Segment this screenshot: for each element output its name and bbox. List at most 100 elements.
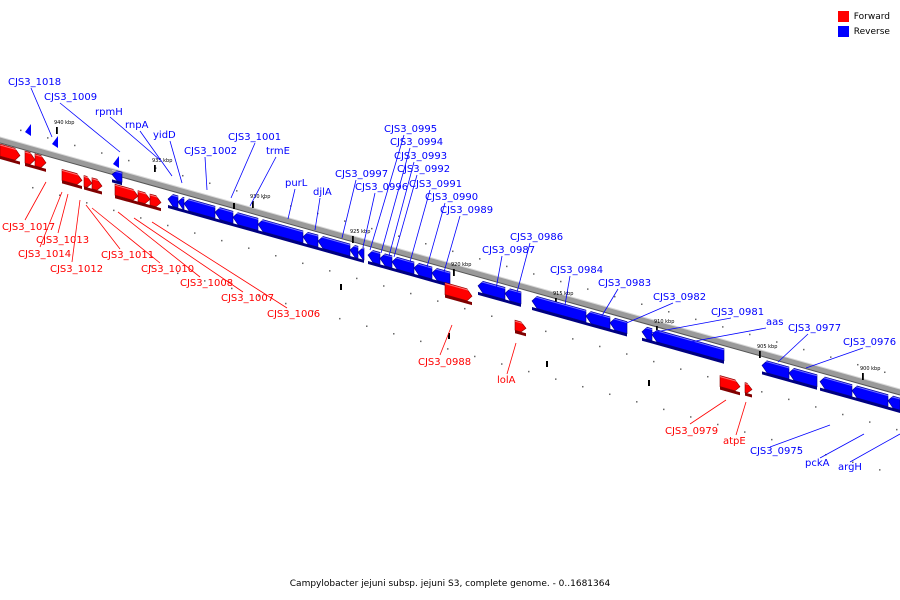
gene-purL[interactable] (257, 218, 304, 246)
gene-arrow (113, 156, 119, 168)
gene-CJS3_0993[interactable] (379, 252, 393, 271)
gene-label-group: CJS3_0990 (425, 192, 478, 268)
gene-label[interactable]: pckA (805, 458, 830, 469)
gene-label[interactable]: CJS3_0977 (788, 323, 841, 334)
gene-trmE[interactable] (232, 211, 259, 234)
gene-label[interactable]: trmE (266, 146, 290, 157)
gene-CJS3_0976[interactable] (788, 367, 818, 390)
gene-aas[interactable] (651, 329, 725, 364)
gene-label[interactable]: CJS3_0982 (653, 292, 706, 303)
gene-CJS3_0981[interactable] (641, 326, 653, 344)
gene-label[interactable]: CJS3_1001 (228, 132, 281, 143)
gene-label[interactable]: CJS3_1006 (267, 309, 320, 320)
gene-label[interactable]: CJS3_0981 (711, 307, 764, 318)
gene-label[interactable]: djlA (313, 187, 332, 198)
gene-label[interactable]: CJS3_1002 (184, 146, 237, 157)
gene-label[interactable]: CJS3_0979 (665, 426, 718, 437)
gene-pckA[interactable] (851, 385, 889, 410)
gene-rnpA[interactable] (111, 169, 123, 186)
scale-dot (312, 310, 314, 312)
gene-arrow-shadow (178, 207, 184, 213)
scale-dot (74, 144, 76, 147)
gene-label[interactable]: CJS3_0992 (397, 164, 450, 175)
gene-label[interactable]: rpmH (95, 107, 123, 118)
gene-CJS3_1001[interactable] (214, 206, 234, 227)
gene-CJS3_0983[interactable] (585, 310, 611, 332)
gene-label[interactable]: CJS3_0987 (482, 245, 535, 256)
gene-label[interactable]: CJS3_0994 (390, 137, 443, 148)
gene-CJS3_0977[interactable] (761, 359, 790, 382)
gene-CJS3_1010[interactable] (91, 177, 103, 195)
gene-label[interactable]: CJS3_1017 (2, 222, 55, 233)
gene-CJS3_0996[interactable] (349, 244, 359, 262)
gene-label-group: rpmH (95, 107, 161, 161)
gene-CJS3_1009[interactable] (52, 136, 58, 148)
gene-label-group: djlA (313, 187, 332, 231)
gene-yidD-b[interactable] (177, 196, 185, 213)
gene-arrow-shadow (532, 306, 586, 326)
gene-arrow-highlight (444, 283, 473, 292)
gene-CJS3_0997[interactable] (317, 235, 351, 259)
gene-CJS3_1017[interactable] (0, 143, 21, 165)
gene-label[interactable]: CJS3_0986 (510, 232, 563, 243)
gene-rpmH[interactable] (113, 156, 119, 168)
gene-label[interactable]: lolA (497, 375, 516, 386)
gene-label[interactable]: CJS3_0995 (384, 124, 437, 135)
gene-CJS3_0982[interactable] (609, 317, 628, 337)
gene-djlA[interactable] (302, 231, 319, 251)
gene-CJS3_0975[interactable] (819, 376, 853, 400)
gene-label[interactable]: yidD (153, 130, 176, 141)
gene-label[interactable]: CJS3_0984 (550, 265, 603, 276)
gene-label[interactable]: CJS3_0988 (418, 357, 471, 368)
leader-line (689, 327, 767, 343)
gene-CJS3_1011[interactable] (83, 175, 93, 192)
gene-arrow-highlight (167, 193, 179, 198)
gene-label[interactable]: CJS3_0976 (843, 337, 896, 348)
gene-label[interactable]: CJS3_0983 (598, 278, 651, 289)
gene-yidD-a[interactable] (167, 193, 179, 211)
gene-label[interactable]: rnpA (125, 120, 149, 131)
gene-argH[interactable] (887, 395, 900, 413)
gene-label[interactable]: atpE (723, 436, 746, 447)
gene-label[interactable]: CJS3_1012 (50, 264, 103, 275)
gene-CJS3_1006[interactable] (149, 193, 162, 212)
gene-label[interactable]: CJS3_1009 (44, 92, 97, 103)
gene-CJS3_0994[interactable] (367, 249, 381, 268)
gene-label[interactable]: CJS3_0997 (335, 169, 388, 180)
gene-label[interactable]: CJS3_1018 (8, 77, 61, 88)
gene-label[interactable]: CJS3_1008 (180, 278, 233, 289)
gene-CJS3_0979[interactable] (719, 375, 741, 396)
gene-CJS3_0986[interactable] (504, 287, 522, 307)
scale-dot (722, 326, 724, 328)
gene-label[interactable]: CJS3_1014 (18, 249, 71, 260)
gene-CJS3_1002[interactable] (183, 198, 216, 222)
gene-CJS3_0995[interactable] (357, 246, 365, 263)
gene-CJS3_1014[interactable] (24, 150, 36, 169)
gene-CJS3_1008[interactable] (114, 183, 139, 205)
gene-label[interactable]: aas (766, 317, 783, 328)
gene-label[interactable]: argH (838, 462, 862, 473)
gene-label[interactable]: CJS3_0993 (394, 151, 447, 162)
gene-label[interactable]: CJS3_0989 (440, 205, 493, 216)
gene-label[interactable]: CJS3_0996 (355, 182, 408, 193)
gene-CJS3_1013[interactable] (34, 153, 47, 172)
gene-label[interactable]: CJS3_0975 (750, 446, 803, 457)
gene-CJS3_1012[interactable] (61, 168, 83, 189)
gene-atpE[interactable] (744, 382, 753, 398)
gene-lolA[interactable] (514, 319, 527, 337)
gene-label[interactable]: CJS3_1013 (36, 235, 89, 246)
gene-CJS3_0987[interactable] (477, 280, 506, 303)
gene-CJS3_1007[interactable] (137, 190, 151, 208)
gene-label[interactable]: CJS3_1010 (141, 264, 194, 275)
gene-label[interactable]: CJS3_0991 (409, 179, 462, 190)
gene-CJS3_0984[interactable] (531, 295, 587, 326)
gene-arrow-shadow (505, 299, 521, 307)
gene-label[interactable]: CJS3_1007 (221, 293, 274, 304)
gene-CJS3_0990[interactable] (413, 262, 433, 282)
gene-label[interactable]: CJS3_0990 (425, 192, 478, 203)
gene-label[interactable]: CJS3_1011 (101, 250, 154, 261)
gene-label[interactable]: purL (285, 178, 308, 189)
gene-arrow-highlight (379, 252, 393, 258)
gene-CJS3_1018[interactable] (25, 124, 31, 136)
gene-CJS3_0988[interactable] (444, 282, 473, 306)
